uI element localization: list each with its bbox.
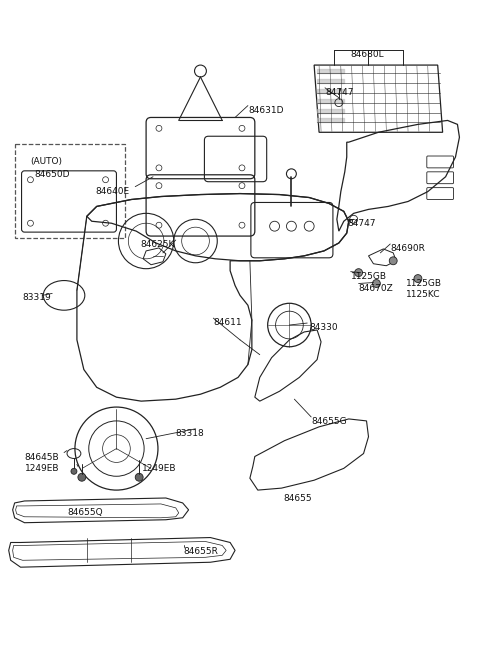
Text: 83319: 83319 — [23, 293, 51, 303]
Text: (AUTO): (AUTO) — [30, 157, 62, 166]
Text: 84330: 84330 — [309, 323, 338, 332]
Text: 1249EB: 1249EB — [24, 464, 59, 474]
Text: 84747: 84747 — [325, 88, 353, 97]
Circle shape — [372, 280, 380, 288]
Text: 84631D: 84631D — [248, 105, 283, 115]
Text: 84670Z: 84670Z — [359, 284, 394, 293]
Text: 1125GB: 1125GB — [406, 278, 442, 288]
Text: 84655R: 84655R — [184, 548, 218, 557]
Text: 1125GB: 1125GB — [351, 272, 387, 280]
Circle shape — [71, 468, 77, 474]
Text: 84625K: 84625K — [140, 240, 175, 249]
Text: 84650D: 84650D — [35, 170, 70, 179]
Text: 84611: 84611 — [213, 318, 242, 327]
Text: 1249EB: 1249EB — [142, 464, 177, 474]
Circle shape — [355, 269, 362, 276]
Text: 1125KC: 1125KC — [406, 290, 441, 299]
Circle shape — [389, 257, 397, 265]
Circle shape — [78, 474, 86, 481]
Text: 84655Q: 84655Q — [67, 508, 103, 517]
Text: 84747: 84747 — [348, 219, 376, 228]
Circle shape — [414, 274, 422, 282]
Circle shape — [135, 474, 143, 481]
Text: 84640E: 84640E — [96, 187, 130, 196]
Text: 84680L: 84680L — [351, 50, 384, 59]
Text: 84655: 84655 — [284, 494, 312, 503]
Text: 84690R: 84690R — [390, 244, 425, 253]
Bar — [14, 144, 125, 238]
Text: 83318: 83318 — [176, 429, 204, 438]
Text: 84645B: 84645B — [24, 453, 59, 462]
Text: 84655G: 84655G — [311, 417, 347, 426]
